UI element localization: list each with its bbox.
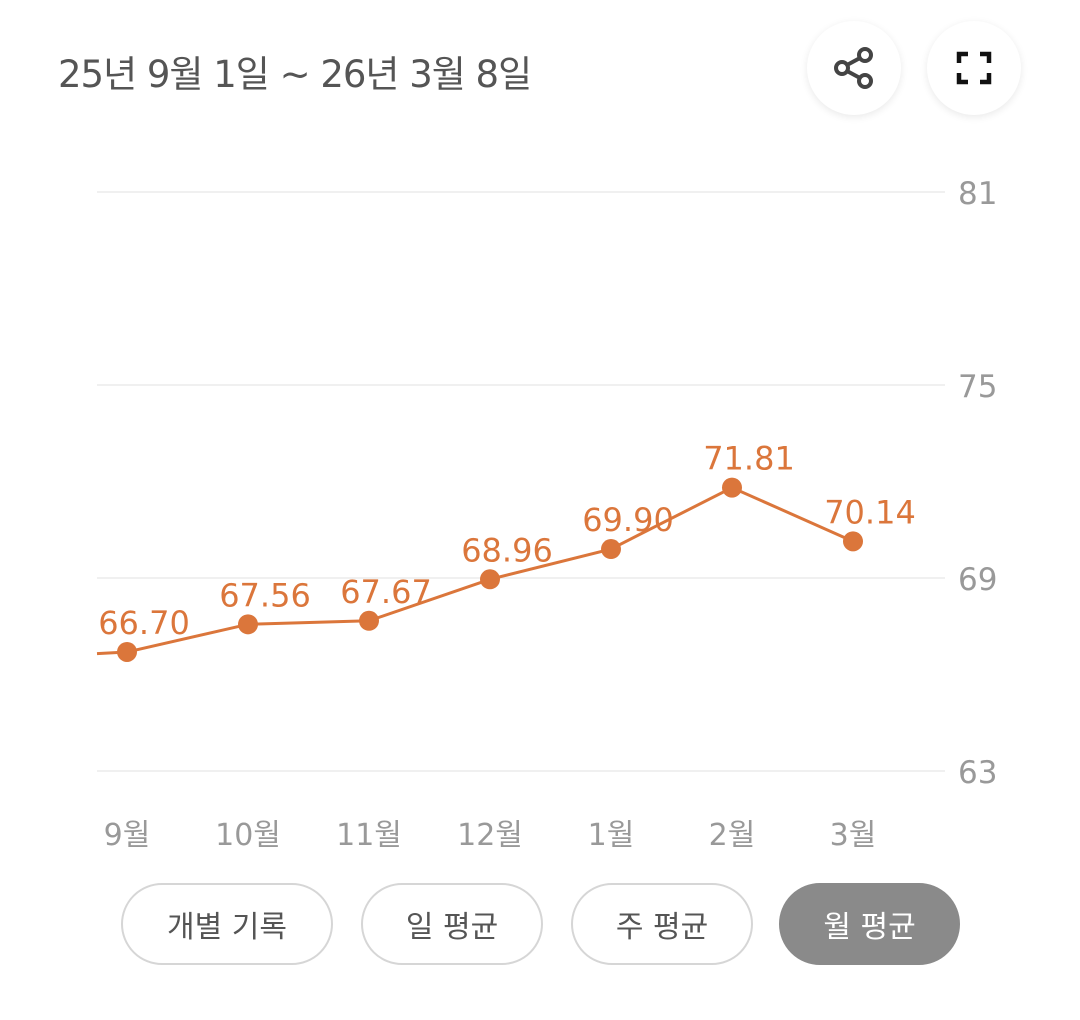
data-label: 67.56 bbox=[219, 576, 311, 614]
data-point bbox=[722, 477, 742, 498]
data-point bbox=[843, 531, 863, 552]
data-point bbox=[117, 641, 137, 662]
monthly-average-button[interactable]: 월 평균 bbox=[779, 883, 960, 965]
y-tick-label: 81 bbox=[958, 176, 997, 212]
x-tick-label: 12월 bbox=[457, 818, 523, 853]
share-icon bbox=[834, 47, 873, 89]
line-chart: 81 75 69 63 9월 10월 11월 12월 1월 2월 3월 66.70 67.56 67.67… bbox=[96, 176, 997, 853]
y-tick-label: 63 bbox=[958, 755, 997, 791]
x-tick-label: 2월 bbox=[709, 818, 756, 853]
x-tick-label: 3월 bbox=[830, 818, 877, 853]
fullscreen-icon bbox=[956, 51, 992, 85]
individual-records-button[interactable]: 개별 기록 bbox=[121, 883, 333, 965]
x-tick-label: 11월 bbox=[336, 818, 402, 853]
data-point bbox=[480, 569, 500, 590]
data-label: 71.81 bbox=[703, 440, 795, 478]
x-tick-label: 1월 bbox=[588, 818, 635, 853]
data-label: 67.67 bbox=[340, 573, 432, 611]
fullscreen-button[interactable] bbox=[927, 21, 1021, 115]
data-label: 66.70 bbox=[98, 604, 190, 642]
y-tick-label: 75 bbox=[958, 369, 997, 405]
x-tick-label: 9월 bbox=[104, 818, 151, 853]
share-button[interactable] bbox=[807, 21, 901, 115]
data-point bbox=[359, 610, 379, 631]
date-range-title: 25년 9월 1일 ~ 26년 3월 8일 bbox=[58, 53, 532, 96]
data-label: 69.90 bbox=[582, 501, 674, 539]
y-tick-label: 69 bbox=[958, 562, 997, 598]
series-line bbox=[96, 485, 854, 656]
daily-average-button[interactable]: 일 평균 bbox=[361, 883, 543, 965]
data-label: 70.14 bbox=[824, 493, 916, 531]
data-label: 68.96 bbox=[461, 531, 553, 569]
x-tick-label: 10월 bbox=[215, 818, 281, 853]
weekly-average-button[interactable]: 주 평균 bbox=[571, 883, 753, 965]
data-point bbox=[238, 614, 258, 635]
data-point bbox=[601, 539, 621, 560]
